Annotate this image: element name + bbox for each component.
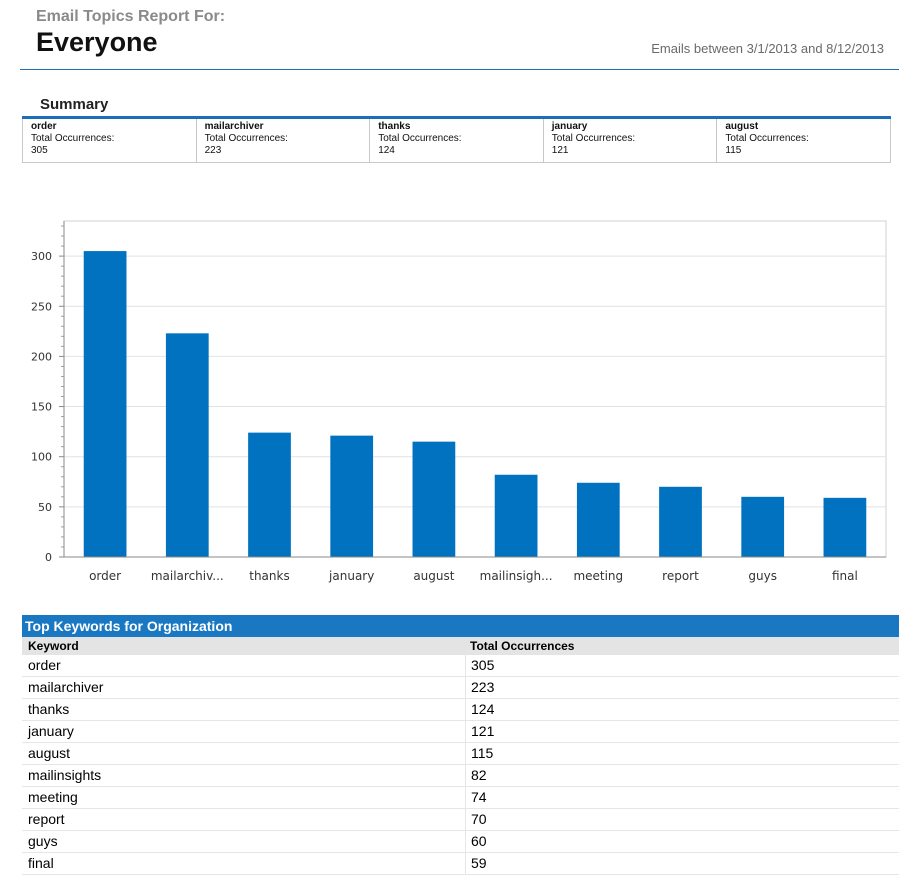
keyword-bar-chart: 0 50 100 150 200 250 300 order mailarchiv... than…: [31, 220, 887, 583]
summary-keyword: august: [725, 121, 759, 132]
y-tick-label: 200: [31, 350, 52, 363]
date-range: Emails between 3/1/2013 and 8/12/2013: [651, 41, 884, 56]
y-tick-label: 50: [38, 501, 52, 514]
summary-cell: thanks Total Occurrences: 124: [370, 119, 544, 162]
chart-bars: [83, 251, 867, 558]
summary-occurrences-label: Total Occurrences:: [551, 133, 636, 144]
report-label: Email Topics Report For:: [36, 8, 226, 25]
keywords-table-title: Top Keywords for Organization: [22, 615, 899, 637]
summary-occurrences-label: Total Occurrences:: [204, 133, 288, 144]
occurrences-cell: 305: [471, 657, 495, 673]
x-tick-label: meeting: [573, 569, 623, 583]
summary-title: Summary: [40, 96, 109, 113]
keyword-cell: august: [22, 743, 466, 764]
summary-count: 305: [31, 145, 48, 156]
x-tick-label: january: [328, 569, 374, 583]
summary-keyword: order: [31, 121, 57, 132]
occurrences-cell: 60: [471, 833, 487, 849]
report-audience-title: Everyone: [36, 27, 158, 57]
occurrences-cell: 70: [471, 811, 487, 827]
bar: [330, 435, 374, 557]
bar: [494, 474, 538, 557]
summary-cell: order Total Occurrences: 305: [23, 119, 197, 162]
summary-keyword: thanks: [378, 121, 411, 132]
x-tick-label: mailinsigh...: [480, 569, 553, 583]
table-row: august 115: [22, 743, 899, 765]
occurrences-cell: 82: [471, 767, 487, 783]
summary-table: order Total Occurrences: 305 mailarchive…: [22, 119, 891, 163]
occurrences-cell: 115: [471, 745, 494, 761]
keyword-cell: thanks: [22, 699, 466, 720]
bar: [576, 482, 620, 557]
keyword-cell: guys: [22, 831, 466, 852]
table-row: mailarchiver 223: [22, 677, 899, 699]
table-row: meeting 74: [22, 787, 899, 809]
summary-accent-bar: [22, 116, 891, 119]
table-row: final 59: [22, 853, 899, 875]
summary-cell: january Total Occurrences: 121: [544, 119, 718, 162]
table-row: january 121: [22, 721, 899, 743]
keyword-cell: january: [22, 721, 466, 742]
occurrences-cell: 121: [471, 723, 495, 739]
keyword-cell: meeting: [22, 787, 466, 808]
y-tick-label: 150: [31, 401, 52, 414]
keywords-table: Top Keywords for Organization Keyword To…: [22, 615, 899, 875]
bar: [741, 496, 785, 557]
summary-occurrences-label: Total Occurrences:: [31, 133, 115, 144]
y-tick-label: 250: [31, 300, 52, 313]
x-tick-label: august: [413, 569, 454, 583]
table-row: report 70: [22, 809, 899, 831]
column-header-keyword: Keyword: [28, 639, 79, 653]
column-header-total-occurrences: Total Occurrences: [470, 639, 575, 653]
summary-occurrences-label: Total Occurrences:: [725, 133, 809, 144]
keyword-cell: report: [22, 809, 466, 830]
summary-count: 124: [378, 145, 395, 156]
occurrences-cell: 59: [471, 855, 487, 871]
keyword-cell: final: [22, 853, 466, 874]
bar: [165, 333, 209, 557]
summary-count: 223: [204, 145, 222, 156]
bar: [823, 497, 867, 557]
summary-occurrences-label: Total Occurrences:: [378, 133, 462, 144]
bar: [412, 441, 456, 557]
keyword-cell: mailinsights: [22, 765, 466, 786]
keywords-table-body: order 305 mailarchiver 223 thanks 124 january 1…: [22, 655, 899, 875]
keyword-cell: order: [22, 655, 466, 676]
table-row: guys 60: [22, 831, 899, 853]
summary-count: 115: [725, 145, 742, 156]
x-tick-label: report: [662, 569, 699, 583]
bar: [248, 432, 291, 557]
header-divider: [20, 69, 899, 70]
table-row: thanks 124: [22, 699, 899, 721]
x-tick-label: order: [89, 569, 121, 583]
summary-count: 121: [551, 145, 569, 156]
occurrences-cell: 124: [471, 701, 495, 717]
y-tick-label: 300: [31, 250, 52, 263]
chart-axes: 0 50 100 150 200 250 300 order mailarchiv... than…: [31, 221, 886, 583]
summary-cell: mailarchiver Total Occurrences: 223: [197, 119, 371, 162]
keyword-cell: mailarchiver: [22, 677, 466, 698]
table-row: order 305: [22, 655, 899, 677]
table-row: mailinsights 82: [22, 765, 899, 787]
y-tick-label: 0: [45, 551, 52, 564]
x-tick-label: final: [832, 569, 858, 583]
keywords-table-header: Keyword Total Occurrences: [22, 637, 899, 655]
bar: [83, 251, 127, 558]
x-tick-label: thanks: [249, 569, 289, 583]
y-tick-label: 100: [31, 451, 52, 464]
summary-cell: august Total Occurrences: 115: [717, 119, 890, 162]
bar: [659, 486, 702, 557]
x-tick-label: mailarchiv...: [151, 569, 224, 583]
occurrences-cell: 74: [471, 789, 487, 805]
x-tick-label: guys: [748, 569, 777, 583]
occurrences-cell: 223: [471, 679, 495, 695]
summary-keyword: mailarchiver: [204, 121, 264, 132]
summary-keyword: january: [551, 121, 588, 132]
